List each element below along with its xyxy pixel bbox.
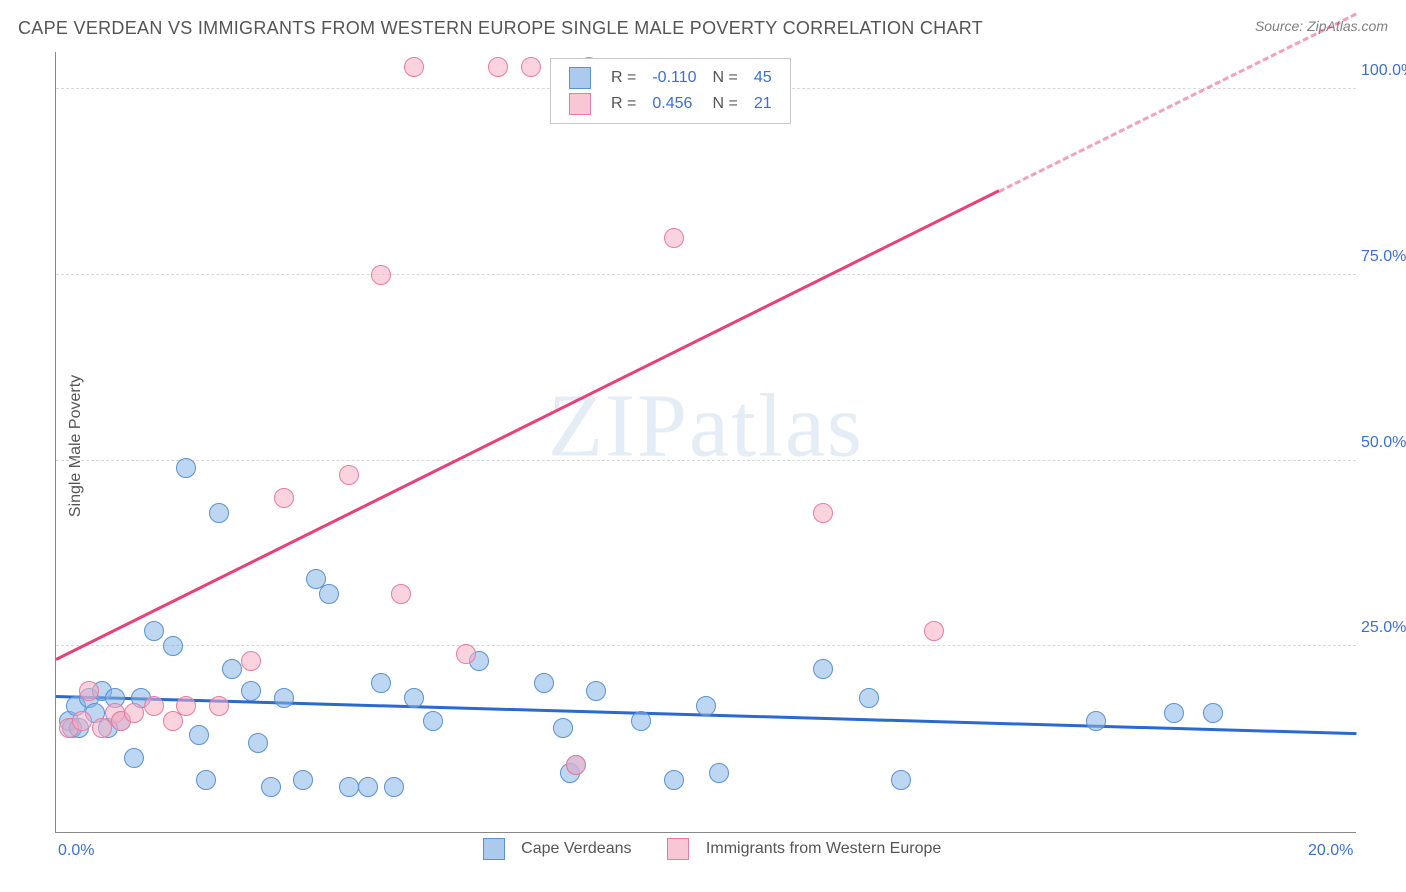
- data-point: [176, 696, 196, 716]
- data-point: [534, 673, 554, 693]
- legend-item: Immigrants from Western Europe: [655, 840, 941, 857]
- data-point: [664, 770, 684, 790]
- data-point: [358, 777, 378, 797]
- data-point: [456, 644, 476, 664]
- legend-item: Cape Verdeans: [471, 840, 632, 857]
- data-point: [631, 711, 651, 731]
- legend-bottom: Cape Verdeans Immigrants from Western Eu…: [56, 838, 1356, 860]
- data-point: [274, 488, 294, 508]
- gridline: [56, 274, 1356, 275]
- chart-title: CAPE VERDEAN VS IMMIGRANTS FROM WESTERN …: [18, 18, 983, 38]
- data-point: [488, 57, 508, 77]
- scatter-plot: ZIPatlas Cape Verdeans Immigrants from W…: [55, 52, 1356, 833]
- legend-stats: R =-0.110N =45R =0.456N =21: [550, 58, 791, 124]
- data-point: [1164, 703, 1184, 723]
- data-point: [319, 584, 339, 604]
- data-point: [79, 681, 99, 701]
- data-point: [404, 57, 424, 77]
- data-point: [124, 748, 144, 768]
- x-tick-label: 20.0%: [1308, 842, 1353, 860]
- data-point: [813, 659, 833, 679]
- data-point: [566, 755, 586, 775]
- gridline: [56, 645, 1356, 646]
- data-point: [924, 621, 944, 641]
- data-point: [371, 673, 391, 693]
- data-point: [859, 688, 879, 708]
- data-point: [339, 777, 359, 797]
- data-point: [241, 681, 261, 701]
- y-tick-label: 75.0%: [1361, 248, 1406, 266]
- y-tick-label: 100.0%: [1361, 62, 1406, 80]
- data-point: [144, 621, 164, 641]
- data-point: [404, 688, 424, 708]
- data-point: [209, 696, 229, 716]
- data-point: [144, 696, 164, 716]
- y-tick-label: 50.0%: [1361, 434, 1406, 452]
- data-point: [384, 777, 404, 797]
- data-point: [124, 703, 144, 723]
- data-point: [391, 584, 411, 604]
- data-point: [339, 465, 359, 485]
- data-point: [1203, 703, 1223, 723]
- data-point: [261, 777, 281, 797]
- gridline: [56, 460, 1356, 461]
- data-point: [274, 688, 294, 708]
- data-point: [176, 458, 196, 478]
- data-point: [586, 681, 606, 701]
- data-point: [371, 265, 391, 285]
- data-point: [553, 718, 573, 738]
- data-point: [521, 57, 541, 77]
- trend-line: [55, 190, 999, 661]
- data-point: [891, 770, 911, 790]
- data-point: [209, 503, 229, 523]
- data-point: [696, 696, 716, 716]
- data-point: [1086, 711, 1106, 731]
- data-point: [72, 711, 92, 731]
- data-point: [163, 636, 183, 656]
- chart-header: CAPE VERDEAN VS IMMIGRANTS FROM WESTERN …: [18, 18, 1388, 48]
- data-point: [293, 770, 313, 790]
- data-point: [196, 770, 216, 790]
- data-point: [423, 711, 443, 731]
- data-point: [241, 651, 261, 671]
- y-tick-label: 25.0%: [1361, 619, 1406, 637]
- data-point: [189, 725, 209, 745]
- data-point: [709, 763, 729, 783]
- x-tick-label: 0.0%: [58, 842, 94, 860]
- data-point: [222, 659, 242, 679]
- data-point: [248, 733, 268, 753]
- data-point: [813, 503, 833, 523]
- data-point: [664, 228, 684, 248]
